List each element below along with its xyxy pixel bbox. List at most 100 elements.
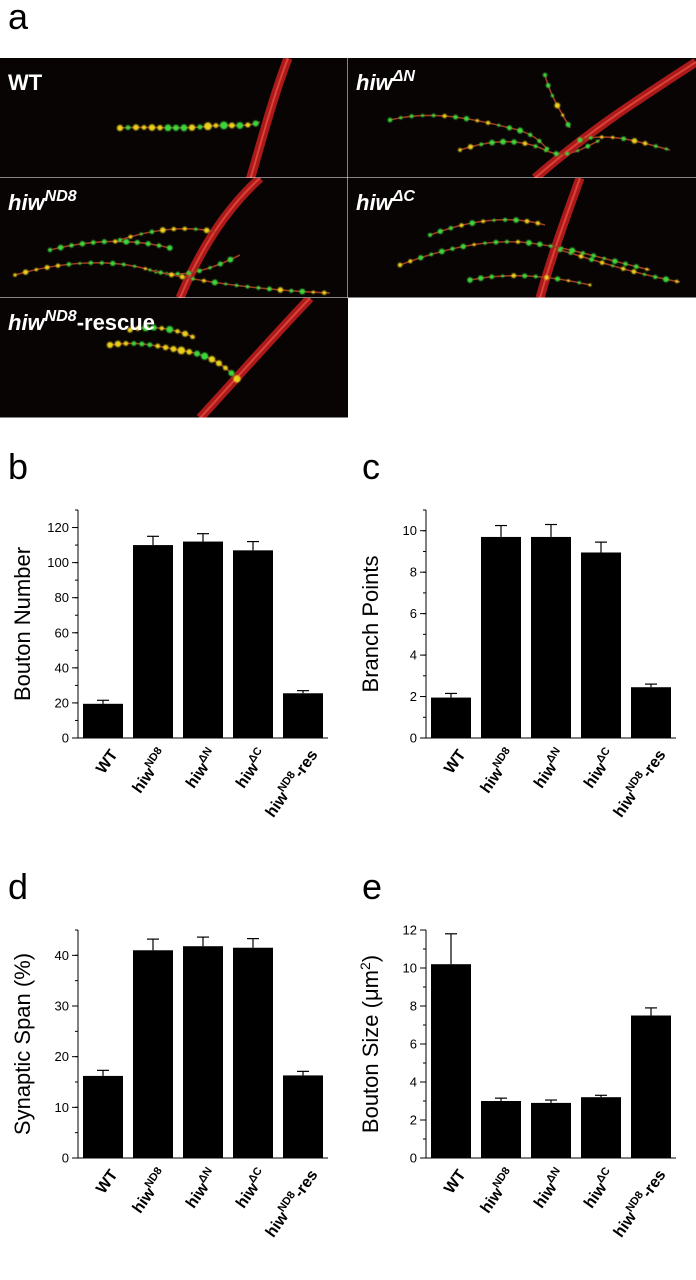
bouton-spot xyxy=(472,243,476,247)
bouton-spot xyxy=(577,281,581,285)
bouton-spot xyxy=(135,326,141,331)
bouton-spot xyxy=(245,284,250,289)
bouton-spot xyxy=(506,125,512,131)
bouton-spot xyxy=(492,218,496,222)
x-tick-label: hiwΔC xyxy=(231,745,272,791)
bouton-spot xyxy=(516,239,520,244)
y-tick-label: 80 xyxy=(55,590,69,605)
bouton-spot xyxy=(164,124,172,132)
x-tick-label: hiwND8 xyxy=(475,745,519,796)
bouton-spot xyxy=(182,330,189,337)
bouton-spot xyxy=(537,241,543,247)
bouton-spot xyxy=(537,138,542,144)
bouton-spot xyxy=(69,243,74,248)
bouton-spot xyxy=(139,232,143,236)
bouton-spot xyxy=(642,141,648,146)
bouton-spot xyxy=(204,122,212,131)
bouton-spot xyxy=(550,94,555,98)
bouton-spot xyxy=(147,342,153,348)
bouton-spot xyxy=(299,288,306,295)
x-tick-label: hiwND8-res xyxy=(608,1165,669,1240)
bouton-spot xyxy=(252,120,259,127)
y-tick-label: 60 xyxy=(55,625,69,640)
bouton-spot xyxy=(169,272,174,278)
bouton-spot xyxy=(631,138,638,144)
y-tick-label: 12 xyxy=(403,923,417,938)
bouton-spot xyxy=(141,125,147,130)
micrograph-1 xyxy=(0,58,349,179)
panel-letter-c: c xyxy=(362,446,380,487)
bouton-spot xyxy=(511,139,517,145)
bouton-spot xyxy=(524,218,530,224)
bouton-spot xyxy=(113,239,118,244)
bouton-spot xyxy=(567,279,570,283)
bouton-spot xyxy=(224,282,228,286)
bouton-spot xyxy=(505,239,509,244)
bar-3 xyxy=(531,1102,571,1158)
bouton-spot xyxy=(133,264,137,268)
bouton-spot xyxy=(123,341,129,346)
micrograph-label: WT xyxy=(8,70,43,95)
bouton-spot xyxy=(450,246,455,251)
bouton-spot xyxy=(159,227,166,233)
bouton-spot xyxy=(483,241,487,245)
micrograph-label: hiwND8 xyxy=(8,188,77,215)
bar-3 xyxy=(183,541,223,738)
x-tick-label: hiwΔN xyxy=(529,745,570,791)
x-tick-label: hiwΔC xyxy=(579,745,620,791)
bouton-spot xyxy=(197,268,202,274)
bouton-spot xyxy=(171,227,176,232)
x-tick-label: hiwND8 xyxy=(475,1165,519,1216)
y-tick-label: 2 xyxy=(410,1113,417,1128)
x-tick-label: hiwND8-res xyxy=(260,745,321,820)
bouton-spot xyxy=(277,287,284,293)
bouton-spot xyxy=(172,124,180,131)
y-axis-label: Bouton Number xyxy=(10,547,35,701)
bouton-spot xyxy=(267,286,272,292)
bouton-spot xyxy=(479,142,484,147)
bouton-spot xyxy=(44,265,50,270)
bar-2 xyxy=(133,545,173,738)
bouton-spot xyxy=(568,251,573,255)
bouton-spot xyxy=(180,124,188,132)
bouton-spot xyxy=(106,341,114,349)
bouton-spot xyxy=(427,232,433,238)
bouton-spot xyxy=(289,288,294,293)
bar-2 xyxy=(481,536,521,738)
bouton-spot xyxy=(517,127,524,134)
bouton-spot xyxy=(485,120,491,125)
bar-1 xyxy=(431,697,471,738)
micrograph-label: hiwND8-rescue xyxy=(8,308,155,335)
bouton-spot xyxy=(223,365,228,371)
x-tick-label: hiwND8 xyxy=(127,1165,171,1216)
bar-1 xyxy=(83,703,123,738)
bouton-spot xyxy=(565,122,571,128)
bouton-spot xyxy=(159,326,164,331)
bouton-spot xyxy=(88,260,93,266)
bouton-spot xyxy=(211,279,218,286)
y-tick-label: 6 xyxy=(410,1037,417,1052)
x-tick-label: hiwND8-res xyxy=(260,1165,321,1240)
y-tick-label: 8 xyxy=(410,565,417,580)
micrograph-background xyxy=(0,178,348,298)
bouton-spot xyxy=(533,274,538,279)
micrograph-background xyxy=(348,58,696,178)
y-tick-label: 20 xyxy=(55,695,69,710)
bouton-spot xyxy=(599,260,605,265)
neurite-branch xyxy=(149,269,331,294)
y-tick-label: 20 xyxy=(55,1049,69,1064)
bouton-spot xyxy=(475,118,479,123)
bouton-spot xyxy=(675,279,679,284)
bouton-spot xyxy=(467,144,474,150)
y-axis-label: Synaptic Span (%) xyxy=(10,953,35,1135)
bouton-spot xyxy=(145,241,151,247)
panel-letter-d: d xyxy=(8,866,29,907)
bouton-spot xyxy=(125,125,131,131)
bouton-spot xyxy=(631,269,637,275)
bouton-spot xyxy=(431,113,436,118)
bouton-spot xyxy=(397,262,403,268)
bouton-spot xyxy=(233,375,241,383)
bouton-spot xyxy=(57,244,64,251)
